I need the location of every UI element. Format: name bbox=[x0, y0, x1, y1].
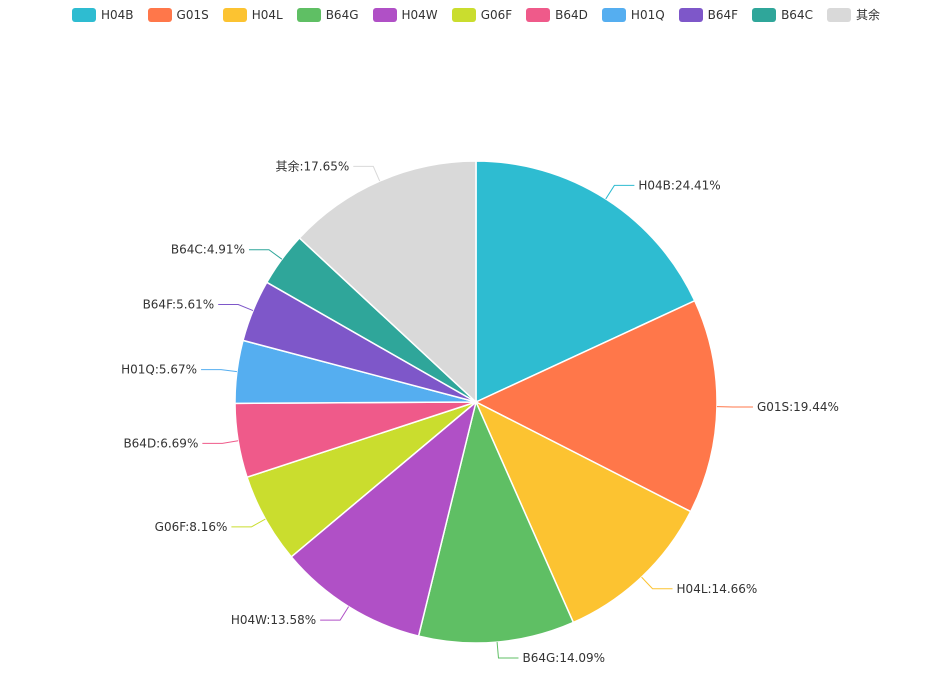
legend-label: B64F bbox=[707, 7, 739, 22]
legend-label: 其余 bbox=[855, 8, 880, 22]
legend-label: H01Q bbox=[630, 7, 665, 22]
legend-label: B64G bbox=[325, 7, 359, 22]
legend-swatch bbox=[147, 7, 172, 22]
legend-item-3[interactable]: B64G bbox=[296, 6, 359, 23]
pie-slice-B64G[interactable] bbox=[417, 399, 575, 644]
slice-label: G06F:8.16% bbox=[155, 520, 228, 534]
label-line bbox=[353, 165, 381, 182]
legend-item-10[interactable]: 其余 bbox=[826, 6, 880, 23]
legend-swatch bbox=[222, 7, 247, 22]
legend-item-2[interactable]: H04L bbox=[222, 6, 283, 23]
label-line bbox=[202, 440, 239, 444]
slice-label: H04W:13.58% bbox=[231, 613, 316, 627]
legend-label: H04W bbox=[401, 7, 438, 22]
legend-swatch bbox=[752, 7, 777, 22]
legend-label: G06F bbox=[480, 7, 513, 22]
legend-label: H04L bbox=[251, 7, 283, 22]
legend-swatch bbox=[451, 7, 476, 22]
label-line bbox=[248, 249, 283, 260]
slice-label: B64C:4.91% bbox=[171, 243, 245, 257]
label-line bbox=[320, 606, 350, 621]
label-line bbox=[231, 518, 266, 528]
legend-label: B64D bbox=[555, 7, 588, 22]
label-line bbox=[641, 576, 673, 590]
legend-item-9[interactable]: B64C bbox=[752, 6, 813, 23]
slice-label: G01S:19.44% bbox=[757, 400, 839, 414]
legend-swatch bbox=[826, 7, 851, 22]
legend: H04B G01S H04L B64G H04W G06F B64D H01Q B64F B64C… bbox=[0, 6, 952, 23]
legend-label: G01S bbox=[176, 7, 209, 22]
pie-slice-G01S[interactable] bbox=[474, 299, 718, 513]
slice-label: B64F:5.61% bbox=[143, 298, 215, 312]
label-line bbox=[201, 369, 237, 373]
legend-swatch bbox=[678, 7, 703, 22]
slice-label: 其余:17.65% bbox=[275, 158, 349, 173]
legend-item-6[interactable]: B64D bbox=[526, 6, 588, 23]
slice-label: H04L:14.66% bbox=[677, 582, 758, 596]
legend-label: H04B bbox=[101, 7, 134, 22]
slice-label: H04B:24.41% bbox=[638, 178, 720, 192]
legend-item-5[interactable]: G06F bbox=[451, 6, 513, 23]
label-line bbox=[496, 642, 519, 659]
legend-swatch bbox=[296, 7, 321, 22]
slice-label: B64D:6.69% bbox=[123, 436, 198, 450]
pie-slice-H04L[interactable] bbox=[474, 400, 692, 624]
legend-item-8[interactable]: B64F bbox=[678, 6, 739, 23]
legend-item-1[interactable]: G01S bbox=[147, 6, 209, 23]
label-line bbox=[605, 184, 635, 200]
legend-item-4[interactable]: H04W bbox=[372, 6, 438, 23]
legend-swatch bbox=[526, 7, 551, 22]
slice-label: H01Q:5.67% bbox=[121, 363, 197, 377]
legend-label: B64C bbox=[781, 7, 813, 22]
slice-label: B64G:14.09% bbox=[522, 651, 605, 665]
legend-swatch bbox=[72, 7, 96, 22]
label-line bbox=[218, 304, 254, 312]
legend-swatch bbox=[601, 7, 626, 22]
legend-swatch bbox=[372, 7, 397, 22]
legend-item-7[interactable]: H01Q bbox=[601, 6, 665, 23]
legend-item-0[interactable]: H04B bbox=[72, 6, 134, 23]
